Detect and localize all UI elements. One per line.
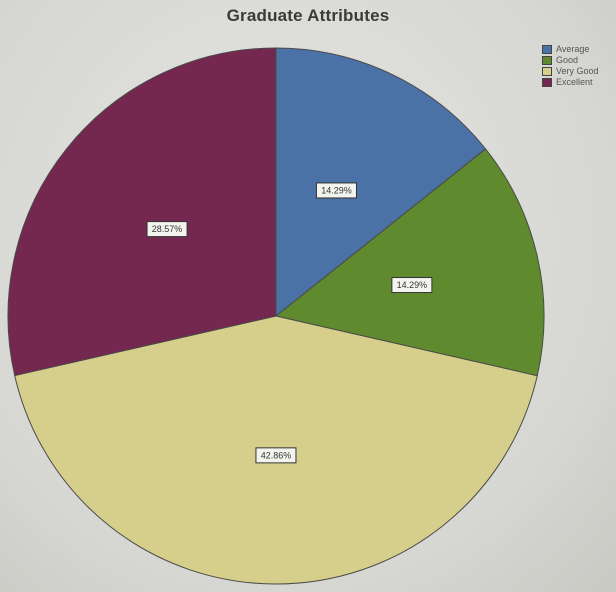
legend-swatch — [542, 56, 552, 65]
legend: Average Good Very Good Excellent — [542, 44, 599, 88]
data-label-box — [315, 182, 357, 199]
legend-swatch — [542, 45, 552, 54]
legend-item-average: Average — [542, 44, 599, 55]
pie-slice-good — [274, 148, 545, 377]
data-label-excellent: 28.57% — [146, 221, 188, 238]
legend-label: Very Good — [556, 66, 599, 76]
data-label-box — [146, 221, 188, 238]
legend-swatch — [542, 67, 552, 76]
data-label-good: 14.29% — [391, 277, 433, 294]
data-label-box — [255, 447, 297, 464]
legend-swatch — [542, 78, 552, 87]
legend-item-very-good: Very Good — [542, 66, 599, 77]
data-label-average: 14.29% — [315, 182, 357, 199]
data-label-text: 14.29% — [397, 280, 428, 290]
data-label-very-good: 42.86% — [255, 447, 297, 464]
data-label-text: 42.86% — [261, 450, 292, 460]
legend-label: Good — [556, 55, 579, 65]
legend-label: Average — [556, 44, 590, 54]
data-label-text: 14.29% — [321, 185, 352, 195]
legend-item-excellent: Excellent — [542, 77, 599, 88]
data-label-box — [391, 277, 433, 294]
legend-item-good: Good — [542, 55, 599, 66]
chart-title: Graduate Attributes — [226, 6, 390, 25]
legend-label: Excellent — [556, 77, 593, 87]
pie-slice-average — [275, 47, 487, 318]
data-label-text: 28.57% — [152, 224, 183, 234]
pie-slice-excellent — [7, 47, 277, 377]
